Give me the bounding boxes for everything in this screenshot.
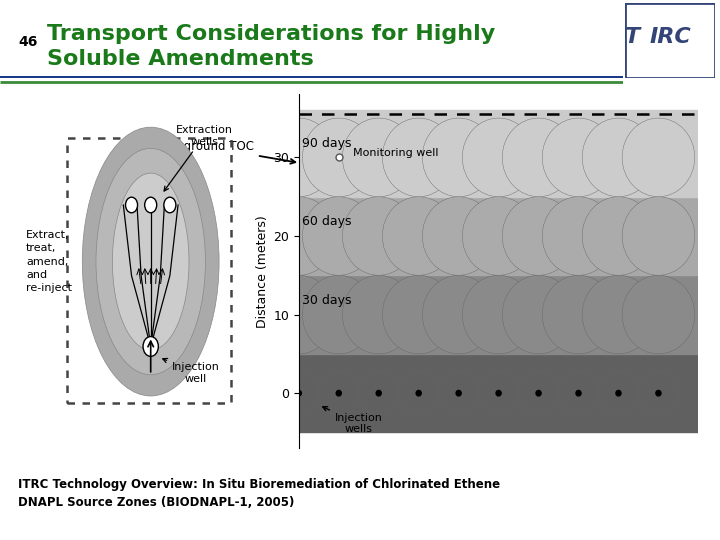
Circle shape bbox=[622, 197, 695, 275]
Circle shape bbox=[558, 371, 599, 415]
Text: Extract,
treat,
amend,
and
re-inject: Extract, treat, amend, and re-inject bbox=[26, 230, 72, 293]
Ellipse shape bbox=[112, 173, 189, 350]
Text: 90 days: 90 days bbox=[302, 137, 352, 150]
Text: 30 days: 30 days bbox=[302, 294, 352, 307]
Circle shape bbox=[143, 336, 158, 356]
Circle shape bbox=[382, 275, 455, 354]
Text: Soluble Amendments: Soluble Amendments bbox=[47, 49, 313, 69]
Circle shape bbox=[456, 390, 462, 396]
Y-axis label: Distance (meters): Distance (meters) bbox=[256, 215, 269, 328]
Circle shape bbox=[263, 197, 335, 275]
Circle shape bbox=[359, 371, 399, 415]
Text: 46: 46 bbox=[18, 35, 37, 49]
Circle shape bbox=[503, 197, 575, 275]
Ellipse shape bbox=[96, 148, 205, 375]
Circle shape bbox=[536, 390, 541, 396]
Circle shape bbox=[542, 275, 615, 354]
Circle shape bbox=[656, 390, 661, 396]
Circle shape bbox=[462, 118, 535, 197]
Circle shape bbox=[423, 275, 495, 354]
Circle shape bbox=[542, 197, 615, 275]
Text: Transport Considerations for Highly: Transport Considerations for Highly bbox=[47, 24, 495, 44]
Circle shape bbox=[478, 371, 519, 415]
Circle shape bbox=[263, 275, 335, 354]
Circle shape bbox=[582, 197, 654, 275]
Circle shape bbox=[343, 118, 415, 197]
Circle shape bbox=[503, 275, 575, 354]
Circle shape bbox=[582, 118, 654, 197]
Bar bbox=[299, 197, 698, 275]
Circle shape bbox=[638, 371, 679, 415]
Circle shape bbox=[598, 371, 639, 415]
Circle shape bbox=[376, 390, 382, 396]
Circle shape bbox=[302, 197, 375, 275]
Bar bbox=[67, 138, 231, 403]
Circle shape bbox=[582, 275, 654, 354]
Circle shape bbox=[576, 390, 581, 396]
Circle shape bbox=[302, 275, 375, 354]
Circle shape bbox=[416, 390, 421, 396]
Circle shape bbox=[336, 390, 341, 396]
Circle shape bbox=[318, 371, 359, 415]
Circle shape bbox=[622, 275, 695, 354]
Bar bbox=[299, 354, 698, 433]
Circle shape bbox=[382, 118, 455, 197]
Circle shape bbox=[279, 371, 319, 415]
Bar bbox=[299, 275, 698, 354]
Circle shape bbox=[496, 390, 501, 396]
Text: T: T bbox=[624, 26, 640, 47]
Circle shape bbox=[125, 197, 138, 213]
Circle shape bbox=[145, 197, 157, 213]
Circle shape bbox=[382, 197, 455, 275]
Circle shape bbox=[398, 371, 439, 415]
Circle shape bbox=[423, 118, 495, 197]
Circle shape bbox=[296, 390, 302, 396]
Circle shape bbox=[518, 371, 559, 415]
Circle shape bbox=[616, 390, 621, 396]
Circle shape bbox=[462, 275, 535, 354]
Bar bbox=[299, 110, 698, 197]
Text: Monitoring well: Monitoring well bbox=[354, 148, 438, 158]
Text: Injection
wells: Injection wells bbox=[323, 407, 382, 435]
Text: Injection
well: Injection well bbox=[163, 359, 220, 384]
Circle shape bbox=[164, 197, 176, 213]
Ellipse shape bbox=[82, 127, 219, 396]
Text: Background TOC: Background TOC bbox=[155, 140, 295, 164]
Text: ITRC Technology Overview: In Situ Bioremediation of Chlorinated Ethene
DNAPL Sou: ITRC Technology Overview: In Situ Biorem… bbox=[18, 478, 500, 509]
Text: IRC: IRC bbox=[649, 26, 690, 47]
Circle shape bbox=[438, 371, 479, 415]
Circle shape bbox=[263, 118, 335, 197]
Circle shape bbox=[343, 197, 415, 275]
Circle shape bbox=[302, 118, 375, 197]
Circle shape bbox=[423, 197, 495, 275]
Circle shape bbox=[622, 118, 695, 197]
Circle shape bbox=[503, 118, 575, 197]
Text: 60 days: 60 days bbox=[302, 215, 352, 228]
Circle shape bbox=[542, 118, 615, 197]
Circle shape bbox=[462, 197, 535, 275]
Text: Extraction
wells: Extraction wells bbox=[164, 125, 233, 191]
Circle shape bbox=[343, 275, 415, 354]
